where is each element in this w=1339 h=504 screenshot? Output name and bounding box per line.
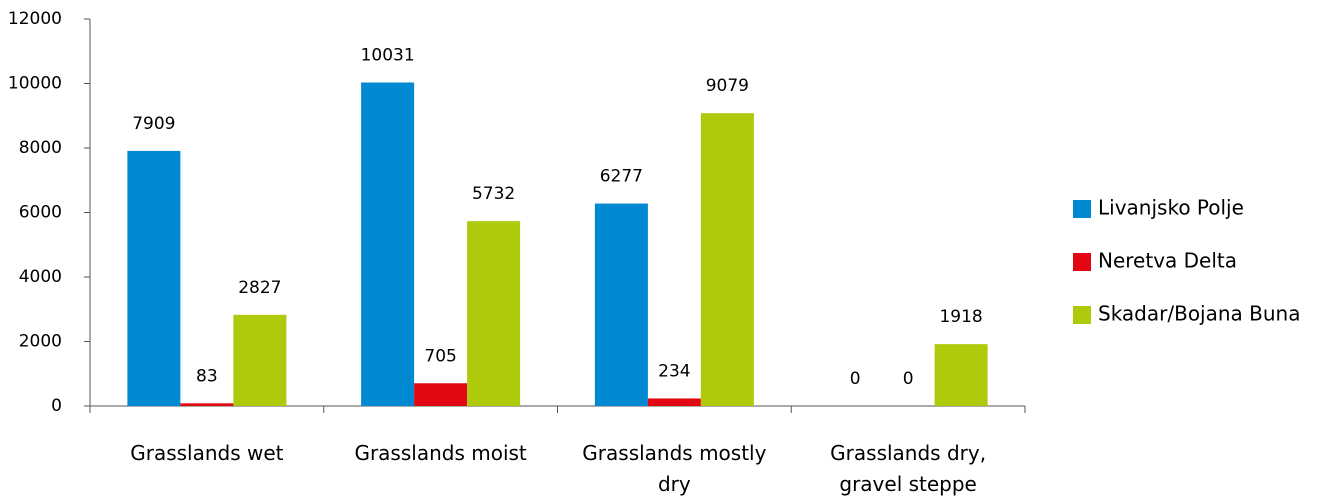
value-label: 10031: [361, 46, 415, 66]
value-label: 5732: [472, 184, 515, 204]
bar: [180, 403, 234, 406]
x-tick-label: Grasslands mostly dry: [582, 441, 767, 496]
value-label: 83: [196, 366, 218, 386]
y-tick-label: 8000: [19, 138, 62, 158]
bar: [127, 150, 181, 406]
legend-label: Livanjsko Polje: [1098, 196, 1244, 220]
y-tick-label: 6000: [19, 203, 62, 223]
value-label: 705: [424, 346, 456, 366]
bar: [361, 82, 415, 407]
x-tick-label: Grasslands moist: [354, 441, 527, 465]
legend-label: Neretva Delta: [1098, 249, 1237, 273]
value-label: 2827: [238, 278, 281, 298]
legend-swatch: [1073, 306, 1091, 324]
value-label: 234: [658, 361, 690, 381]
x-tick-label: Grasslands dry, gravel steppe: [830, 441, 987, 496]
legend-swatch: [1073, 253, 1091, 271]
y-tick-label: 2000: [19, 332, 62, 352]
value-label: 7909: [132, 114, 175, 134]
bar: [647, 398, 701, 406]
y-tick-label: 12000: [8, 9, 62, 29]
value-label: 0: [850, 369, 861, 389]
legend-label: Skadar/Bojana Buna: [1098, 302, 1300, 326]
bar: [594, 203, 648, 406]
legend-swatch: [1073, 200, 1091, 218]
bar: [934, 344, 988, 406]
bar: [700, 113, 754, 407]
bar: [233, 314, 287, 406]
y-tick-label: 10000: [8, 74, 62, 94]
y-tick-label: 4000: [19, 267, 62, 287]
value-label: 9079: [706, 76, 749, 96]
x-tick-label: Grasslands wet: [130, 441, 284, 465]
bar: [414, 383, 468, 406]
value-label: 1918: [939, 307, 982, 327]
value-label: 0: [903, 369, 914, 389]
y-tick-label: 0: [51, 396, 62, 416]
bar: [467, 221, 521, 406]
value-label: 6277: [600, 167, 643, 187]
